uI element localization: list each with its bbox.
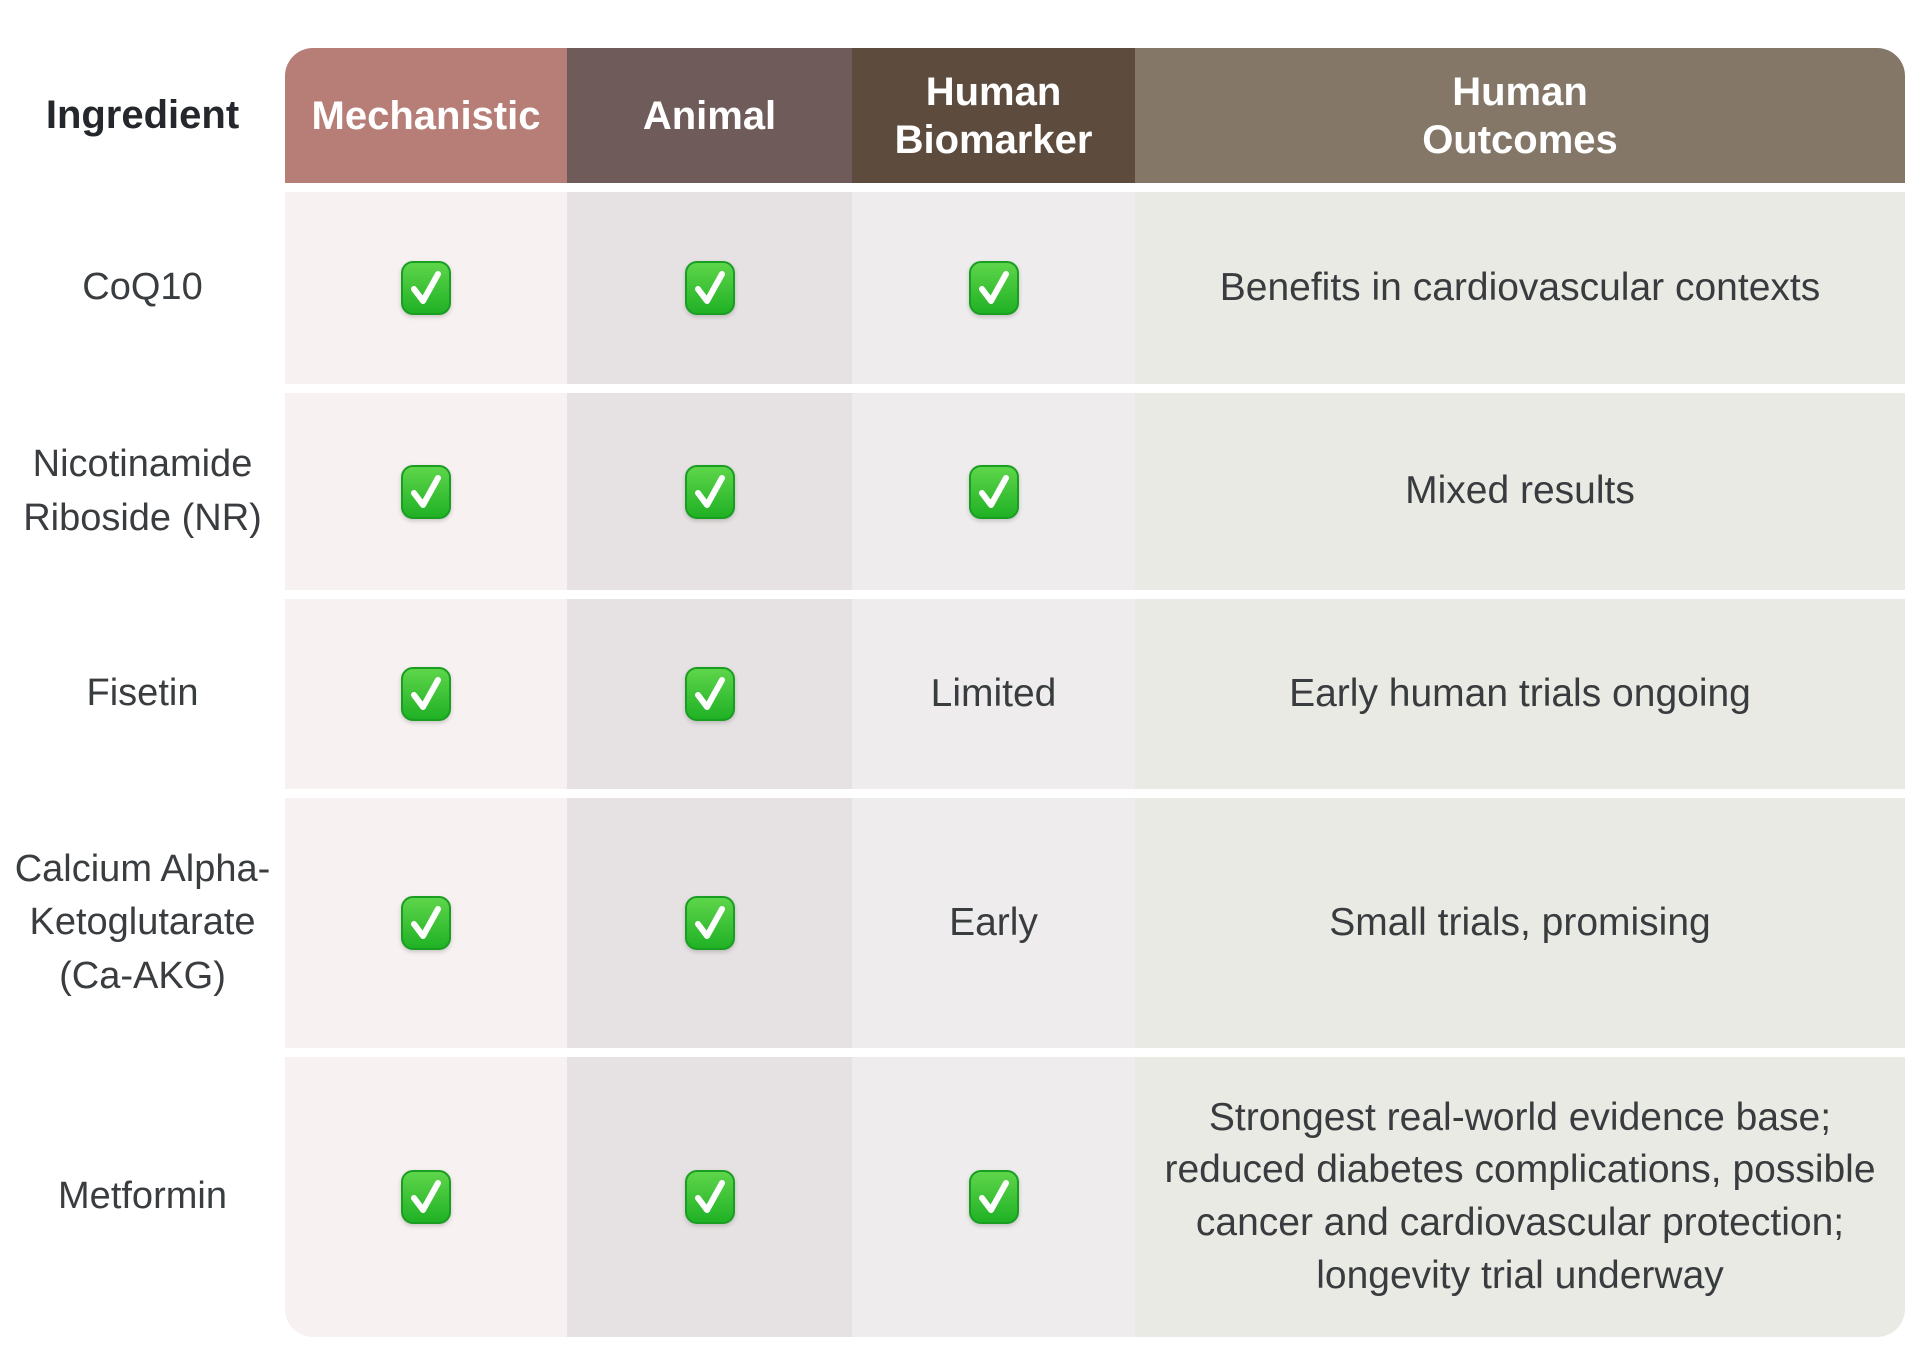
green-check-icon bbox=[684, 667, 735, 721]
green-check-icon bbox=[401, 1170, 451, 1224]
cell-animal bbox=[567, 798, 852, 1048]
ingredient-label: Metformin bbox=[0, 1057, 285, 1337]
green-check-icon bbox=[684, 464, 735, 519]
cell-animal bbox=[567, 393, 852, 590]
table-row: Nicotinamide Riboside (NR) Mixed results bbox=[0, 393, 1905, 590]
cell-human_outcomes: Strongest real-world evidence base; redu… bbox=[1135, 1057, 1905, 1337]
cell-animal bbox=[567, 599, 852, 789]
column-header-ingredient: Ingredient bbox=[0, 48, 285, 183]
column-header-human_outcomes: Human Outcomes bbox=[1135, 48, 1905, 183]
ingredient-label: Calcium Alpha-Ketoglutarate (Ca-AKG) bbox=[0, 798, 285, 1048]
green-check-icon bbox=[684, 1170, 735, 1224]
ingredient-label: CoQ10 bbox=[0, 192, 285, 384]
column-header-animal: Animal bbox=[567, 48, 852, 183]
cell-mechanistic bbox=[285, 599, 567, 789]
cell-mechanistic bbox=[285, 798, 567, 1048]
cell-human_outcomes: Early human trials ongoing bbox=[1135, 599, 1905, 789]
table-row: Metformin Strongest real-world evidence b… bbox=[0, 1057, 1905, 1337]
green-check-icon bbox=[968, 464, 1019, 519]
cell-human_biomarker bbox=[852, 192, 1135, 384]
green-check-icon bbox=[684, 896, 735, 950]
green-check-icon bbox=[401, 896, 451, 950]
cell-text: Early bbox=[949, 900, 1038, 944]
ingredient-label: Fisetin bbox=[0, 599, 285, 789]
cell-mechanistic bbox=[285, 1057, 567, 1337]
cell-human_biomarker bbox=[852, 393, 1135, 590]
cell-animal bbox=[567, 192, 852, 384]
table-row: CoQ10 Benefits in cardiovascular contexts bbox=[0, 192, 1905, 384]
ingredient-label: Nicotinamide Riboside (NR) bbox=[0, 393, 285, 590]
cell-text: Small trials, promising bbox=[1329, 900, 1711, 944]
cell-text: Mixed results bbox=[1405, 469, 1635, 513]
cell-human_biomarker bbox=[852, 1057, 1135, 1337]
cell-mechanistic bbox=[285, 192, 567, 384]
cell-text: Benefits in cardiovascular contexts bbox=[1219, 265, 1821, 309]
cell-human_outcomes: Small trials, promising bbox=[1135, 798, 1905, 1048]
green-check-icon bbox=[968, 261, 1019, 315]
green-check-icon bbox=[684, 261, 735, 315]
green-check-icon bbox=[968, 1170, 1019, 1224]
cell-text: Strongest real-world evidence base; redu… bbox=[1164, 1095, 1876, 1297]
cell-mechanistic bbox=[285, 393, 567, 590]
column-header-mechanistic: Mechanistic bbox=[285, 48, 567, 183]
ingredient-evidence-table: Ingredient Mechanistic Animal Human Biomark… bbox=[0, 48, 1905, 1337]
cell-human_biomarker: Limited bbox=[852, 599, 1135, 789]
green-check-icon bbox=[401, 464, 451, 519]
cell-text: Early human trials ongoing bbox=[1289, 671, 1751, 715]
table-row: Calcium Alpha-Ketoglutarate (Ca-AKG) Earl… bbox=[0, 798, 1905, 1048]
green-check-icon bbox=[401, 261, 451, 315]
cell-text: Limited bbox=[930, 671, 1057, 715]
cell-human_outcomes: Mixed results bbox=[1135, 393, 1905, 590]
cell-human_outcomes: Benefits in cardiovascular contexts bbox=[1135, 192, 1905, 384]
cell-human_biomarker: Early bbox=[852, 798, 1135, 1048]
green-check-icon bbox=[401, 667, 451, 721]
column-header-human_biomarker: Human Biomarker bbox=[852, 48, 1135, 183]
cell-animal bbox=[567, 1057, 852, 1337]
table-row: Fisetin Limited Early human trials ongoing bbox=[0, 599, 1905, 789]
table-header-row: Ingredient Mechanistic Animal Human Biomark… bbox=[0, 48, 1905, 183]
